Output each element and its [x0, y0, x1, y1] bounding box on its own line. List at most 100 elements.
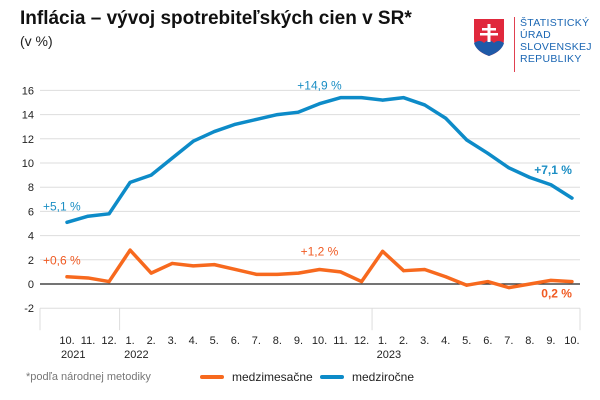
x-tick-label: 3.	[168, 335, 177, 347]
data-point	[486, 280, 490, 284]
x-tick-label: 8.	[273, 335, 282, 347]
x-tick-label: 10.	[564, 335, 579, 347]
data-label: +5,1 %	[43, 199, 81, 213]
data-point	[423, 267, 427, 271]
y-tick-label: 10	[22, 158, 34, 170]
data-point	[212, 130, 216, 134]
x-tick-label: 12.	[354, 335, 369, 347]
x-tick-label: 10.	[59, 335, 74, 347]
legend-item-medzirocne: medziročne	[320, 370, 414, 384]
data-point	[275, 113, 279, 117]
x-tick-label: 4.	[189, 335, 198, 347]
chart-subtitle: (v %)	[20, 33, 53, 49]
slovak-coat-of-arms-icon	[474, 19, 504, 56]
x-tick-label: 2.	[399, 335, 408, 347]
x-tick-label: 5.	[462, 335, 471, 347]
data-point	[339, 270, 343, 274]
x-tick-label: 6.	[231, 335, 240, 347]
y-tick-label: 14	[22, 110, 34, 122]
data-label: +1,2 %	[301, 244, 339, 258]
x-tick-label: 4.	[441, 335, 450, 347]
data-point	[570, 280, 574, 284]
y-tick-label: 12	[22, 134, 34, 146]
footnote: *podľa národnej metodiky	[26, 371, 151, 383]
legend-swatch	[200, 375, 224, 379]
x-tick-label: 10.	[312, 335, 327, 347]
logo-line: REPUBLIKY	[520, 53, 582, 65]
logo: ŠTATISTICKÝ ÚRAD SLOVENSKEJ REPUBLIKY	[472, 17, 592, 72]
x-tick-label: 6.	[483, 335, 492, 347]
data-point	[528, 176, 532, 180]
x-tick-label: 9.	[294, 335, 303, 347]
data-point	[212, 263, 216, 267]
data-point	[86, 214, 90, 218]
data-point	[339, 96, 343, 100]
data-point	[317, 267, 321, 271]
data-label: +7,1 %	[534, 163, 572, 177]
x-tick-label: 11.	[333, 335, 347, 347]
legend-swatch	[320, 375, 344, 379]
x-tick-label: 9.	[546, 335, 555, 347]
data-point	[486, 151, 490, 155]
y-tick-label: 6	[28, 206, 34, 218]
data-point	[317, 102, 321, 106]
data-point	[254, 272, 258, 276]
x-year-label: 2022	[124, 349, 148, 361]
x-year-label: 2021	[61, 349, 85, 361]
data-point	[381, 249, 385, 253]
data-point	[149, 271, 153, 275]
data-point	[128, 180, 132, 184]
x-tick-label: 12.	[101, 335, 116, 347]
data-point	[170, 156, 174, 160]
data-point	[191, 264, 195, 268]
data-point	[107, 212, 111, 216]
data-label: +0,6 %	[43, 254, 81, 268]
x-tick-label: 3.	[420, 335, 429, 347]
data-point	[444, 116, 448, 120]
data-point	[381, 98, 385, 102]
data-point	[107, 280, 111, 284]
data-point	[528, 282, 532, 286]
data-point	[65, 220, 69, 224]
data-point	[507, 166, 511, 170]
x-tick-label: 1.	[378, 335, 387, 347]
data-point	[402, 269, 406, 273]
data-point	[507, 286, 511, 290]
legend-item-medzimesacne: medzimesačne	[200, 370, 313, 384]
data-point	[170, 261, 174, 265]
chart-title: Inflácia – vývoj spotrebiteľských cien v…	[20, 8, 412, 29]
data-point	[465, 138, 469, 142]
y-tick-label: -2	[24, 303, 34, 315]
data-point	[423, 103, 427, 107]
data-point	[233, 267, 237, 271]
x-tick-label: 11.	[81, 335, 95, 347]
data-point	[360, 280, 364, 284]
data-point	[296, 271, 300, 275]
x-tick-label: 1.	[126, 335, 135, 347]
y-tick-label: 2	[28, 255, 34, 267]
data-point	[360, 96, 364, 100]
data-point	[296, 110, 300, 114]
x-tick-label: 7.	[504, 335, 513, 347]
legend-label: medziročne	[352, 370, 415, 384]
logo-line: ÚRAD	[520, 29, 551, 41]
legend-label: medzimesačne	[232, 370, 313, 384]
data-point	[128, 248, 132, 252]
x-tick-label: 2.	[147, 335, 156, 347]
data-point	[465, 283, 469, 287]
data-point	[65, 275, 69, 279]
data-point	[191, 139, 195, 143]
logo-line: SLOVENSKEJ	[520, 41, 592, 53]
logo-text: ŠTATISTICKÝ ÚRAD SLOVENSKEJ REPUBLIKY	[514, 17, 592, 72]
data-point	[549, 278, 553, 282]
data-point	[444, 275, 448, 279]
data-label: +14,9 %	[297, 79, 342, 93]
logo-line: ŠTATISTICKÝ	[520, 17, 590, 29]
x-tick-label: 8.	[525, 335, 534, 347]
y-tick-label: 0	[28, 279, 34, 291]
data-point	[254, 117, 258, 121]
x-tick-label: 7.	[252, 335, 261, 347]
y-tick-label: 8	[28, 182, 34, 194]
data-point	[149, 173, 153, 177]
